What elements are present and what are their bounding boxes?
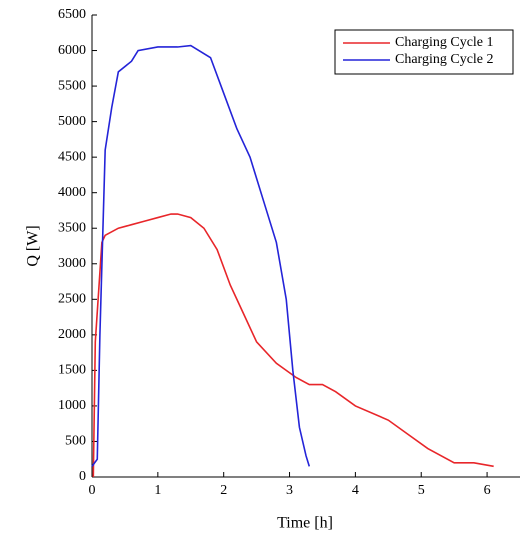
y-tick-label: 5500 bbox=[58, 78, 86, 93]
y-tick-label: 4500 bbox=[58, 149, 86, 164]
x-tick-label: 1 bbox=[154, 483, 161, 498]
y-tick-label: 6000 bbox=[58, 43, 86, 58]
x-tick-label: 3 bbox=[286, 483, 293, 498]
y-tick-label: 3000 bbox=[58, 256, 86, 271]
x-tick-label: 0 bbox=[89, 483, 96, 498]
legend-label: Charging Cycle 2 bbox=[395, 52, 494, 67]
y-axis-label: Q [W] bbox=[25, 225, 42, 266]
x-tick-label: 5 bbox=[418, 483, 425, 498]
y-tick-label: 0 bbox=[79, 469, 86, 484]
y-tick-label: 1000 bbox=[58, 398, 86, 413]
line-series bbox=[91, 44, 311, 467]
y-tick-label: 4000 bbox=[58, 185, 86, 200]
line-series bbox=[92, 213, 494, 478]
x-tick-label: 6 bbox=[484, 483, 491, 498]
x-tick-label: 2 bbox=[220, 483, 227, 498]
y-tick-label: 6500 bbox=[58, 7, 86, 22]
y-tick-label: 2000 bbox=[58, 327, 86, 342]
y-tick-label: 500 bbox=[65, 434, 86, 449]
x-axis-label: Time [h] bbox=[277, 515, 333, 532]
y-tick-label: 2500 bbox=[58, 292, 86, 307]
y-tick-label: 1500 bbox=[58, 363, 86, 378]
y-tick-label: 3500 bbox=[58, 220, 86, 235]
x-tick-label: 4 bbox=[352, 483, 359, 498]
legend-label: Charging Cycle 1 bbox=[395, 35, 494, 50]
legend-box bbox=[334, 29, 514, 75]
y-tick-label: 5000 bbox=[58, 114, 86, 129]
